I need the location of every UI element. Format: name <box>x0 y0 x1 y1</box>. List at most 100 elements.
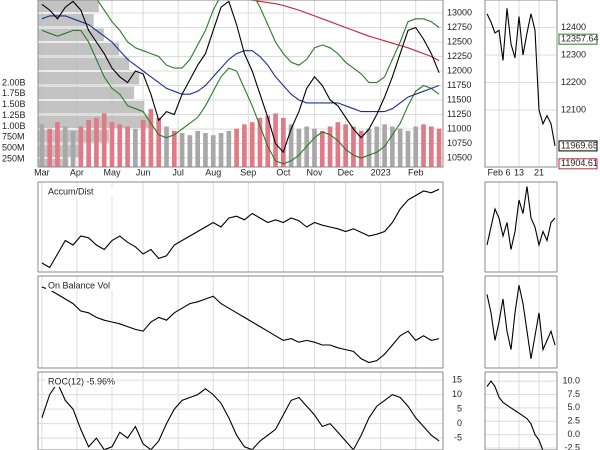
volume-bar <box>343 124 348 167</box>
volume-bar <box>62 126 68 167</box>
x-tick-label: Nov <box>306 167 323 177</box>
series-line <box>41 29 440 165</box>
panel-frame <box>484 275 558 369</box>
y-tick-label: 5.0 <box>567 402 580 412</box>
volume-by-price-bar <box>38 13 94 27</box>
x-tick-label: Apr <box>70 167 84 177</box>
volume-bar <box>358 130 364 167</box>
series-line <box>486 186 556 250</box>
price-marker-label: 11969.65 <box>561 140 598 150</box>
volume-bar <box>374 126 380 167</box>
panel <box>41 182 440 272</box>
volume-bar <box>428 126 434 167</box>
x-tick-label: Jul <box>172 167 184 177</box>
y-tick-label: 12250 <box>447 51 472 61</box>
volume-tick-label: 500M <box>2 143 25 153</box>
y-tick-label: 15 <box>452 374 462 384</box>
series-line <box>41 15 440 113</box>
volume-bar <box>55 122 60 167</box>
volume-bar <box>281 117 286 167</box>
x-tick-label: 13 <box>514 167 524 177</box>
panel-title: On Balance Vol <box>48 280 110 290</box>
panel <box>486 276 556 368</box>
panel-frame <box>37 371 444 450</box>
volume-bar <box>257 117 263 167</box>
panel-frame <box>484 371 558 450</box>
y-tick-label: 2.5 <box>567 416 580 426</box>
volume-bar <box>226 130 232 167</box>
y-tick-label: 12100 <box>561 104 586 114</box>
volume-tick-label: 250M <box>2 153 25 163</box>
volume-tick-label: 2.00B <box>2 77 26 87</box>
volume-bar <box>366 128 372 167</box>
panel-title: Accum/Dist <box>48 186 94 196</box>
y-tick-label: -5 <box>454 432 462 442</box>
volume-bar <box>319 130 325 167</box>
x-tick-label: Dec <box>338 167 355 177</box>
volume-by-price-bar <box>38 28 104 41</box>
x-tick-label: 2023 <box>371 167 391 177</box>
series-line <box>486 285 556 359</box>
price-marker-box <box>558 158 598 170</box>
y-tick-label: -2.5 <box>564 442 580 450</box>
volume-by-price-bar <box>38 115 150 129</box>
panel <box>486 182 556 272</box>
volume-bar <box>94 117 99 167</box>
y-tick-label: 11250 <box>447 109 471 119</box>
volume-bar <box>405 130 411 167</box>
y-tick-label: 7.5 <box>567 389 580 399</box>
series-line <box>41 286 440 364</box>
volume-bar <box>156 117 162 167</box>
y-tick-label: 12000 <box>447 65 472 75</box>
volume-bar <box>171 130 177 167</box>
volume-tick-label: 1.75B <box>2 88 26 98</box>
title-bg <box>46 187 116 197</box>
volume-bar <box>39 124 45 167</box>
volume-by-price-bar <box>38 71 140 85</box>
x-tick-label: Oct <box>276 167 291 177</box>
x-tick-label: Sep <box>240 167 256 177</box>
volume-bar <box>78 126 84 167</box>
y-tick-label: 11500 <box>447 94 471 104</box>
volume-tick-label: 750M <box>2 132 25 142</box>
series-line <box>41 0 440 154</box>
y-tick-label: 11000 <box>447 123 471 133</box>
panel <box>38 0 443 167</box>
series-line <box>246 0 440 62</box>
volume-bar <box>390 126 395 167</box>
volume-bar <box>249 122 255 167</box>
price-marker-box <box>558 33 598 45</box>
y-tick-label: 12400 <box>561 22 586 32</box>
price-marker-label: 12357.64 <box>561 34 599 44</box>
panel <box>38 372 443 450</box>
y-tick-label: 0 <box>457 418 462 428</box>
series-line <box>486 380 544 450</box>
y-tick-label: 12500 <box>447 36 472 46</box>
volume-bar <box>351 126 356 167</box>
y-tick-label: 12200 <box>561 77 586 87</box>
panel-frame <box>484 181 558 273</box>
volume-bar <box>140 119 146 167</box>
y-tick-label: 10 <box>452 389 462 399</box>
y-tick-label: 12300 <box>561 49 586 59</box>
volume-bar <box>86 119 91 167</box>
title-bg <box>46 281 116 291</box>
volume-bar <box>133 128 138 167</box>
volume-bar <box>335 122 341 167</box>
volume-by-price-bar <box>38 86 135 100</box>
volume-by-price-bar <box>38 144 84 158</box>
volume-by-price-bar <box>38 0 99 12</box>
panel-frame <box>37 0 444 168</box>
panel-frame <box>37 275 444 369</box>
panel <box>41 276 440 368</box>
volume-bar <box>164 126 169 167</box>
volume-bar <box>265 115 271 167</box>
volume-bar <box>327 126 333 167</box>
y-tick-label: 11750 <box>447 80 471 90</box>
volume-bar <box>312 128 317 167</box>
panel-title: ROC(12) -5.96% <box>48 376 115 386</box>
volume-bar <box>296 128 302 167</box>
x-tick-label: Feb 6 <box>487 167 510 177</box>
title-bg <box>46 377 116 387</box>
volume-bar <box>117 124 123 167</box>
